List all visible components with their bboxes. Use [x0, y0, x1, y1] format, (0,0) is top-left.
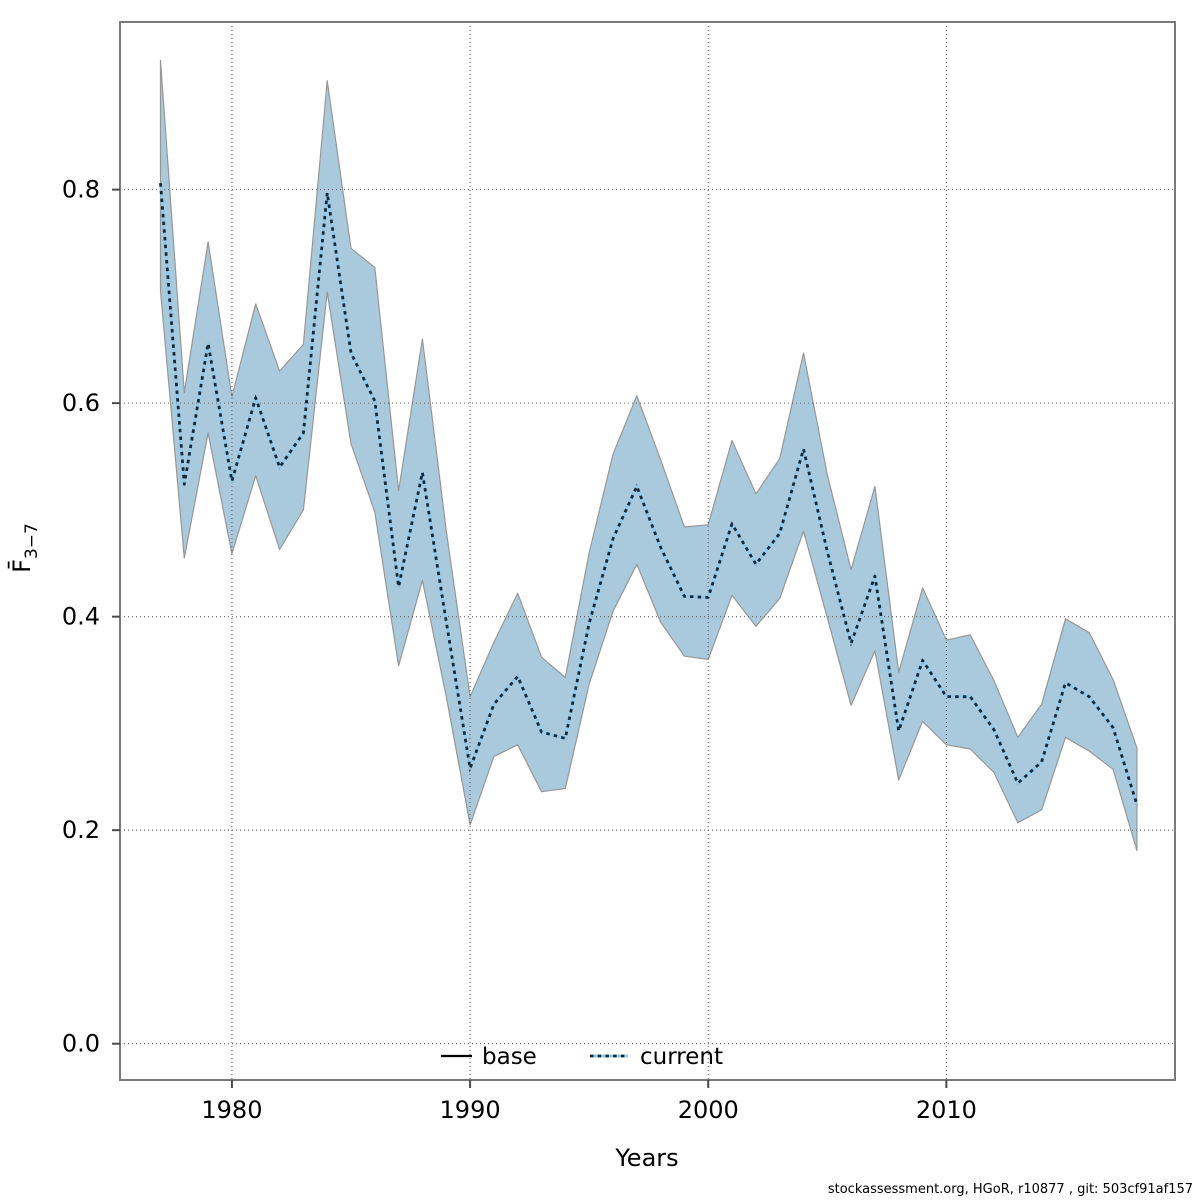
y-axis-title-subscript: 3−7: [22, 523, 42, 559]
x-axis-title: Years: [614, 1144, 678, 1172]
y-tick-label: 0.0: [62, 1030, 100, 1058]
y-axis-title-main: F̄: [7, 559, 36, 573]
legend-base-label: base: [482, 1044, 537, 1070]
y-tick-label: 0.4: [62, 603, 100, 631]
y-tick-label: 0.2: [62, 816, 100, 844]
x-tick-label: 1980: [201, 1096, 262, 1124]
y-tick-label: 0.6: [62, 389, 100, 417]
source-caption: stockassessment.org, HGoR, r10877 , git:…: [828, 1182, 1193, 1197]
current-line-dots: [159, 183, 1139, 806]
x-tick-label: 1990: [440, 1096, 501, 1124]
x-tick-label: 2000: [678, 1096, 739, 1124]
legend: base current: [441, 1044, 723, 1070]
x-tick-label: 2010: [916, 1096, 977, 1124]
confidence-ribbon-layer: [159, 59, 1138, 852]
legend-current-label: current: [640, 1044, 723, 1070]
plot-border: [119, 21, 1176, 1081]
confidence-ribbon: [159, 59, 1138, 852]
series-lines-layer: [159, 183, 1139, 806]
y-axis-title: F̄3−7: [7, 523, 42, 573]
y-tick-label: 0.8: [62, 176, 100, 204]
gridline-layer: [120, 22, 1175, 1080]
axes-layer: 1980 1990 2000 2010 0.0 0.2 0.4 0.6 0.8: [62, 21, 1176, 1124]
